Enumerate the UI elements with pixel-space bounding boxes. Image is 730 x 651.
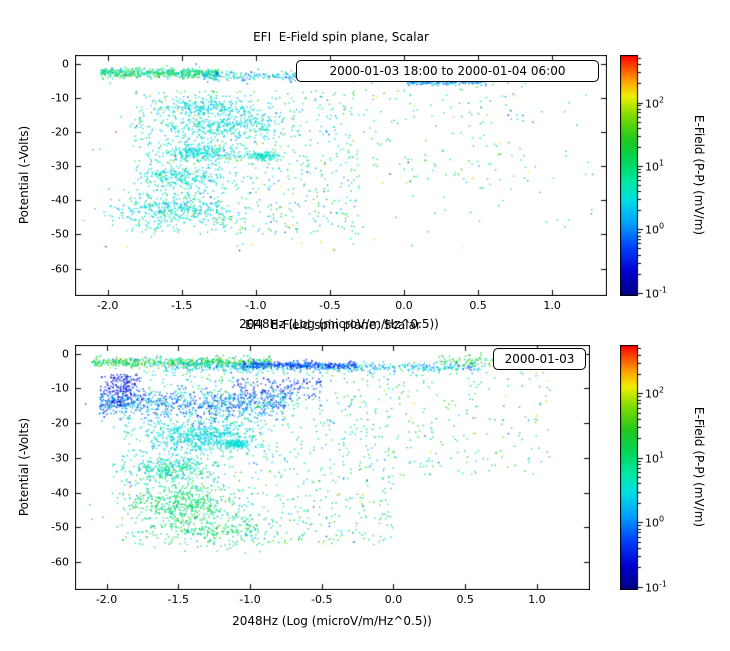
y-tick-label: -30 [51, 451, 69, 465]
top-plot-title: EFI E-Field spin plane, Scalar [253, 30, 429, 44]
colorbar-tick-exponent: 1 [659, 450, 665, 460]
x-tick-label: 1.0 [528, 593, 546, 606]
bottom-plot-title: EFI E-Field spin plane, Scalar [245, 318, 421, 332]
y-tick-label: -40 [51, 193, 69, 207]
x-tick-label: -2.0 [95, 593, 118, 606]
top-legend-box: 2000-01-03 18:00 to 2000-01-04 06:00 [296, 60, 599, 82]
colorbar-tick-label: 10-1 [645, 579, 667, 594]
colorbar-tick-exponent: 0 [659, 222, 665, 232]
colorbar-tick-base: 10 [645, 223, 659, 237]
x-tick-label: -0.5 [319, 299, 341, 312]
colorbar-tick-base: 10 [645, 581, 659, 595]
x-tick-label: -1.5 [167, 593, 190, 606]
x-tick-label: 1.0 [543, 299, 561, 312]
y-tick-label: -10 [51, 381, 69, 395]
y-tick-label: -60 [51, 555, 69, 569]
bottom-legend-text: 2000-01-03 [504, 352, 575, 366]
top-legend-text: 2000-01-03 18:00 to 2000-01-04 06:00 [329, 64, 566, 78]
top-scatter-plot-area [75, 55, 607, 296]
colorbar-tick-exponent: 0 [659, 514, 665, 524]
y-tick-label: -50 [51, 520, 69, 534]
colorbar-tick-base: 10 [645, 452, 659, 466]
colorbar-tick-label: 100 [645, 222, 664, 237]
colorbar-tick-exponent: -1 [659, 579, 667, 589]
colorbar-tick-base: 10 [645, 287, 659, 301]
bottom-colorbar-label: E-Field (P-P) (mV/m) [692, 406, 706, 528]
x-tick-label: 0.0 [384, 593, 403, 606]
bottom-scatter-plot-area [75, 345, 590, 590]
colorbar-tick-label: 100 [645, 515, 664, 530]
top-colorbar [620, 55, 646, 296]
y-tick-label: -20 [51, 416, 69, 430]
y-tick-label: -50 [51, 227, 69, 241]
colorbar-tick-base: 10 [645, 160, 659, 174]
colorbar-tick-label: 101 [645, 451, 664, 466]
colorbar-tick-base: 10 [645, 96, 659, 110]
colorbar-tick-exponent: -1 [659, 285, 667, 295]
top-colorbar-label: E-Field (P-P) (mV/m) [692, 114, 706, 236]
y-tick-label: 0 [62, 347, 69, 361]
x-tick-label: 0.0 [395, 299, 413, 312]
top-y-axis-label: Potential (-Volts) [17, 125, 31, 225]
x-tick-label: -1.0 [245, 299, 267, 312]
colorbar-tick-base: 10 [645, 387, 659, 401]
colorbar-tick-label: 102 [645, 95, 664, 110]
x-tick-label: 0.5 [456, 593, 474, 606]
colorbar-tick-base: 10 [645, 516, 659, 530]
y-tick-label: -20 [51, 125, 69, 139]
colorbar-tick-label: 10-1 [645, 286, 667, 301]
y-tick-label: 0 [62, 57, 69, 71]
bottom-colorbar [620, 345, 646, 590]
top-x-axis-label: 2048Hz (Log (microV/m/Hz^0.5)) [239, 317, 439, 331]
x-tick-label: 0.5 [469, 299, 487, 312]
y-tick-label: -40 [51, 486, 69, 500]
y-tick-label: -30 [51, 159, 69, 173]
x-tick-label: -0.5 [311, 593, 333, 606]
colorbar-tick-label: 102 [645, 386, 664, 401]
bottom-x-axis-label: 2048Hz (Log (microV/m/Hz^0.5)) [232, 614, 432, 628]
bottom-legend-box: 2000-01-03 [493, 348, 586, 370]
x-tick-label: -1.5 [170, 299, 193, 312]
y-tick-label: -10 [51, 91, 69, 105]
x-tick-label: -2.0 [96, 299, 119, 312]
y-tick-label: -60 [51, 262, 69, 276]
x-tick-label: -1.0 [239, 593, 261, 606]
colorbar-tick-exponent: 2 [659, 95, 665, 105]
bottom-y-axis-label: Potential (-Volts) [17, 417, 31, 517]
colorbar-tick-label: 101 [645, 159, 664, 174]
colorbar-tick-exponent: 2 [659, 386, 665, 396]
colorbar-tick-exponent: 1 [659, 158, 665, 168]
